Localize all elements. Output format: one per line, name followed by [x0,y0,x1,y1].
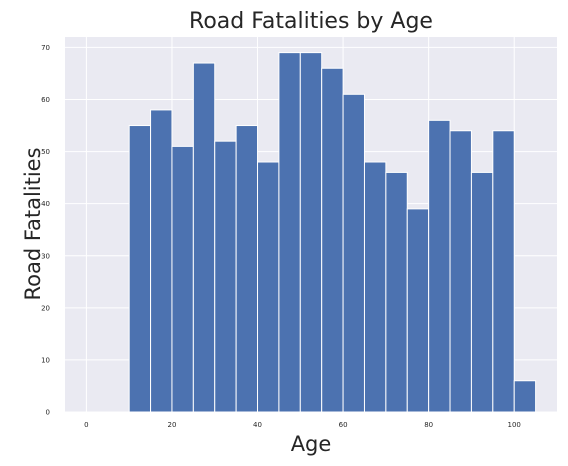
y-tick-label: 70 [41,44,50,52]
x-tick-label: 60 [339,421,348,429]
chart-title: Road Fatalities by Age [189,9,433,34]
histogram-bar [363,161,387,413]
histogram-bar [257,161,280,413]
histogram-bar [449,130,472,413]
histogram-bar [470,171,494,413]
histogram-bar [513,380,537,413]
histogram-bar [406,208,430,413]
histogram-bar [235,125,259,413]
histogram-bar [150,109,173,413]
histogram-bar [385,171,408,413]
x-tick-label: 0 [84,421,88,429]
y-tick-label: 50 [41,148,50,156]
y-tick-labels: 0 10 20 30 40 50 60 70 [41,44,50,417]
y-axis-label: Road Fatalities [21,147,45,300]
x-axis-label: Age [291,432,332,456]
x-tick-label: 20 [167,421,176,429]
x-tick-label: 80 [424,421,433,429]
histogram-bar [214,140,237,413]
y-tick-label: 30 [41,252,50,260]
histogram-bar [321,67,344,413]
histogram-bar [428,119,451,413]
y-tick-label: 0 [46,409,50,417]
y-tick-label: 10 [41,356,50,364]
histogram-bar [192,62,216,413]
histogram-bar [342,93,365,413]
y-tick-label: 40 [41,200,50,208]
histogram-bar [171,145,194,413]
x-tick-label: 40 [253,421,262,429]
x-tick-labels: 0 20 40 60 80 100 [84,421,521,429]
histogram-bar [492,130,515,413]
bars [128,52,537,413]
y-tick-label: 20 [41,304,50,312]
x-tick-label: 100 [508,421,521,429]
histogram-bar [278,52,301,413]
y-tick-label: 60 [41,96,50,104]
histogram-bar [299,52,323,413]
histogram-bar [128,125,152,413]
